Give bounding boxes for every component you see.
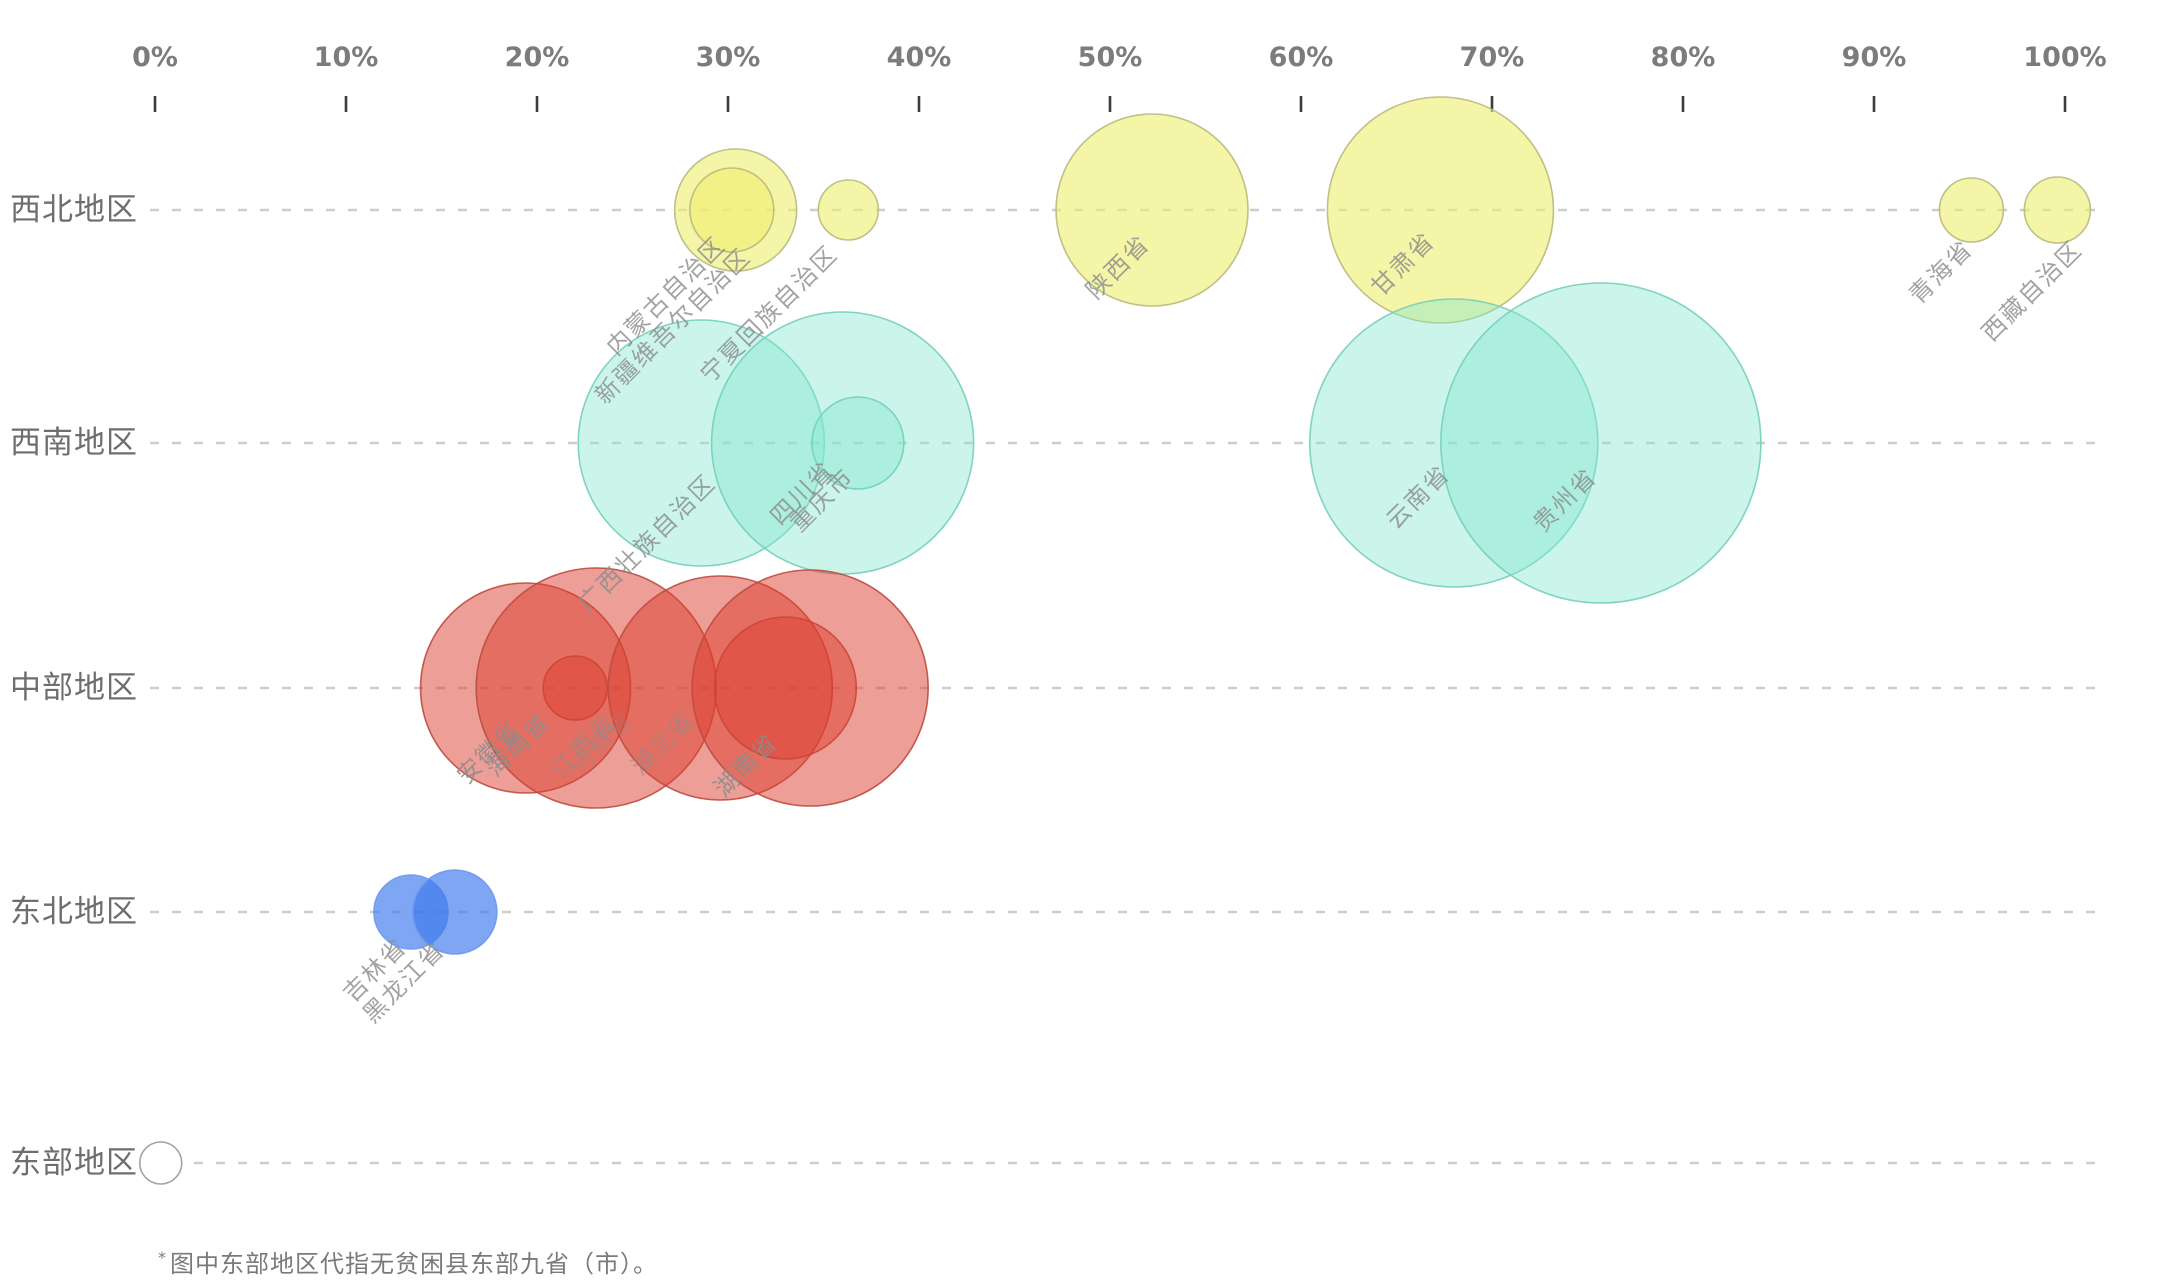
x-axis-label-70: 70% — [1460, 42, 1525, 73]
x-axis-label-20: 20% — [505, 42, 570, 73]
bubble-东部地区[interactable] — [138, 1141, 183, 1185]
x-axis-label-40: 40% — [887, 42, 952, 73]
y-axis-label-东北地区: 东北地区 — [10, 894, 138, 930]
y-axis-label-东部地区: 东部地区 — [10, 1145, 138, 1181]
bubble-黑龙江省[interactable] — [412, 869, 498, 955]
x-axis-label-90: 90% — [1842, 42, 1907, 73]
bubble-陕西省[interactable] — [1055, 113, 1249, 307]
footnote-asterisk: * — [158, 1248, 167, 1267]
x-axis-label-30: 30% — [696, 42, 761, 73]
footnote: * 图中东部地区代指无贫困县东部九省（市）。 — [158, 1244, 658, 1279]
y-axis-label-中部地区: 中部地区 — [10, 670, 138, 706]
bubble-湖南省[interactable] — [691, 569, 929, 807]
bubble-label-青海省: 青海省 — [1904, 235, 1979, 310]
footnote-text: 图中东部地区代指无贫困县东部九省（市）。 — [170, 1250, 658, 1278]
x-axis-label-80: 80% — [1651, 42, 1716, 73]
x-axis-label-50: 50% — [1078, 42, 1143, 73]
bubble-甘肃省[interactable] — [1326, 96, 1555, 324]
bubble-宁夏回族自治区[interactable] — [817, 179, 880, 241]
bubble-青海省[interactable] — [1938, 177, 2005, 243]
bubble-云南省[interactable] — [1309, 298, 1599, 588]
bubble-广西壮族自治区[interactable] — [577, 319, 826, 567]
y-axis-label-西南地区: 西南地区 — [10, 425, 138, 461]
bubble-新疆维吾尔自治区[interactable] — [689, 167, 775, 253]
y-axis-label-西北地区: 西北地区 — [10, 192, 138, 228]
x-axis-label-60: 60% — [1269, 42, 1334, 73]
bubble-重庆市[interactable] — [811, 396, 905, 490]
x-axis-label-0: 0% — [132, 42, 178, 73]
x-axis-label-100: 100% — [2023, 42, 2106, 73]
bubble-label-西藏自治区: 西藏自治区 — [1976, 235, 2088, 347]
bubble-贵州省[interactable] — [1440, 282, 1762, 604]
bubble-西藏自治区[interactable] — [2023, 176, 2092, 244]
x-axis-label-10: 10% — [314, 42, 379, 73]
